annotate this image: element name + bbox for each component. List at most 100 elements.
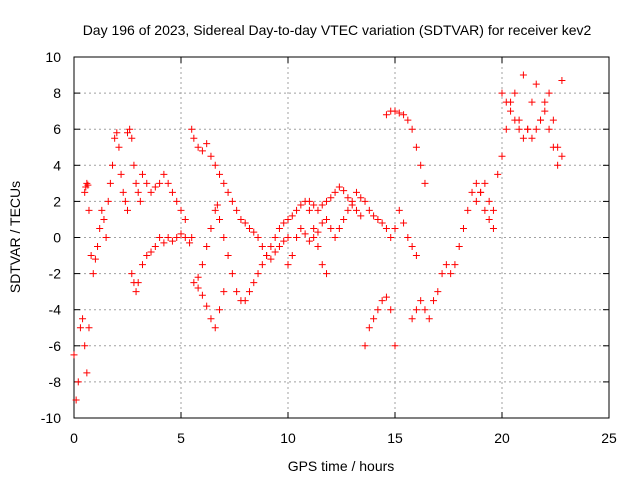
y-tick-label: -10	[41, 410, 61, 426]
data-point	[395, 206, 403, 214]
data-point	[124, 206, 131, 214]
data-point	[485, 215, 493, 223]
data-point	[220, 234, 228, 241]
data-point	[91, 255, 99, 263]
data-point	[378, 219, 386, 227]
data-point	[541, 98, 549, 106]
data-point	[412, 252, 420, 260]
data-point	[357, 194, 365, 202]
data-point	[477, 188, 485, 196]
data-point	[314, 243, 322, 251]
data-point	[472, 197, 480, 205]
data-point	[275, 224, 283, 232]
data-point	[216, 170, 224, 178]
data-point	[301, 230, 309, 238]
series-arc-n	[472, 71, 566, 214]
data-point	[310, 201, 318, 209]
data-point	[130, 161, 138, 169]
data-point	[128, 270, 136, 278]
data-point	[102, 234, 110, 241]
data-point	[160, 170, 168, 178]
y-tick-label: 4	[53, 157, 61, 173]
series-arc-c	[124, 125, 189, 223]
data-point	[109, 161, 117, 169]
data-point	[94, 243, 102, 251]
data-point	[340, 215, 348, 223]
data-point	[310, 224, 318, 232]
grid-lines	[74, 57, 609, 418]
data-point	[228, 197, 236, 205]
data-point	[327, 194, 335, 202]
data-point	[254, 270, 262, 278]
data-point	[404, 116, 412, 124]
data-point	[173, 197, 181, 205]
data-point	[314, 206, 322, 214]
data-point	[177, 206, 185, 214]
data-point	[335, 224, 343, 232]
series-arc-d	[128, 230, 196, 296]
data-point	[124, 129, 131, 137]
data-point	[111, 134, 119, 142]
data-point	[387, 234, 395, 241]
data-point	[284, 215, 292, 223]
data-point	[194, 273, 202, 281]
data-point	[254, 234, 262, 241]
data-point	[224, 188, 232, 196]
data-point	[160, 239, 168, 247]
data-point	[310, 234, 318, 241]
y-tick-label: 8	[53, 85, 61, 101]
data-point	[241, 219, 249, 227]
data-point	[558, 152, 566, 160]
data-point	[89, 270, 97, 278]
data-point	[198, 261, 206, 269]
data-point	[96, 224, 104, 232]
data-point	[106, 179, 114, 187]
data-point	[481, 206, 489, 214]
data-point	[515, 125, 523, 133]
data-point	[331, 234, 339, 241]
data-point	[207, 224, 215, 232]
data-point	[293, 234, 301, 241]
data-point	[213, 201, 221, 209]
data-point	[83, 369, 91, 377]
y-axis-label: SDTVAR / TECUs	[7, 181, 23, 293]
y-tick-label: 2	[53, 193, 61, 209]
data-point	[498, 89, 506, 97]
data-point	[168, 237, 176, 245]
data-point	[84, 181, 92, 189]
data-point	[421, 179, 429, 187]
data-point	[275, 243, 283, 251]
data-points	[70, 71, 566, 404]
data-point	[361, 342, 369, 350]
data-point	[164, 179, 172, 187]
data-point	[502, 125, 510, 133]
data-point	[554, 161, 562, 169]
data-point	[391, 342, 399, 350]
data-point	[459, 224, 467, 232]
data-point	[280, 237, 288, 245]
data-point	[211, 324, 219, 332]
data-point	[143, 179, 151, 187]
data-point	[198, 147, 206, 155]
data-point	[485, 197, 493, 205]
data-point	[404, 234, 412, 241]
series-arc-f	[190, 201, 245, 305]
data-point	[370, 212, 378, 220]
data-point	[502, 98, 510, 106]
data-point	[134, 279, 142, 287]
data-point	[323, 215, 331, 223]
data-point	[280, 219, 288, 227]
data-point	[228, 270, 236, 278]
data-point	[417, 161, 425, 169]
data-point	[532, 80, 540, 88]
axis-ticks: 0 5 10 15 20 25 -10 -8 -6 -4 -2 0 2 4 6 8 10	[41, 49, 617, 446]
series-arc-a	[70, 315, 93, 404]
data-point	[507, 107, 515, 115]
chart-title: Day 196 of 2023, Sidereal Day-to-day VTE…	[83, 22, 592, 38]
data-point	[382, 293, 390, 301]
x-tick-label: 15	[387, 430, 403, 446]
data-point	[258, 261, 266, 269]
series-arc-o	[498, 89, 566, 169]
data-point	[408, 125, 416, 133]
